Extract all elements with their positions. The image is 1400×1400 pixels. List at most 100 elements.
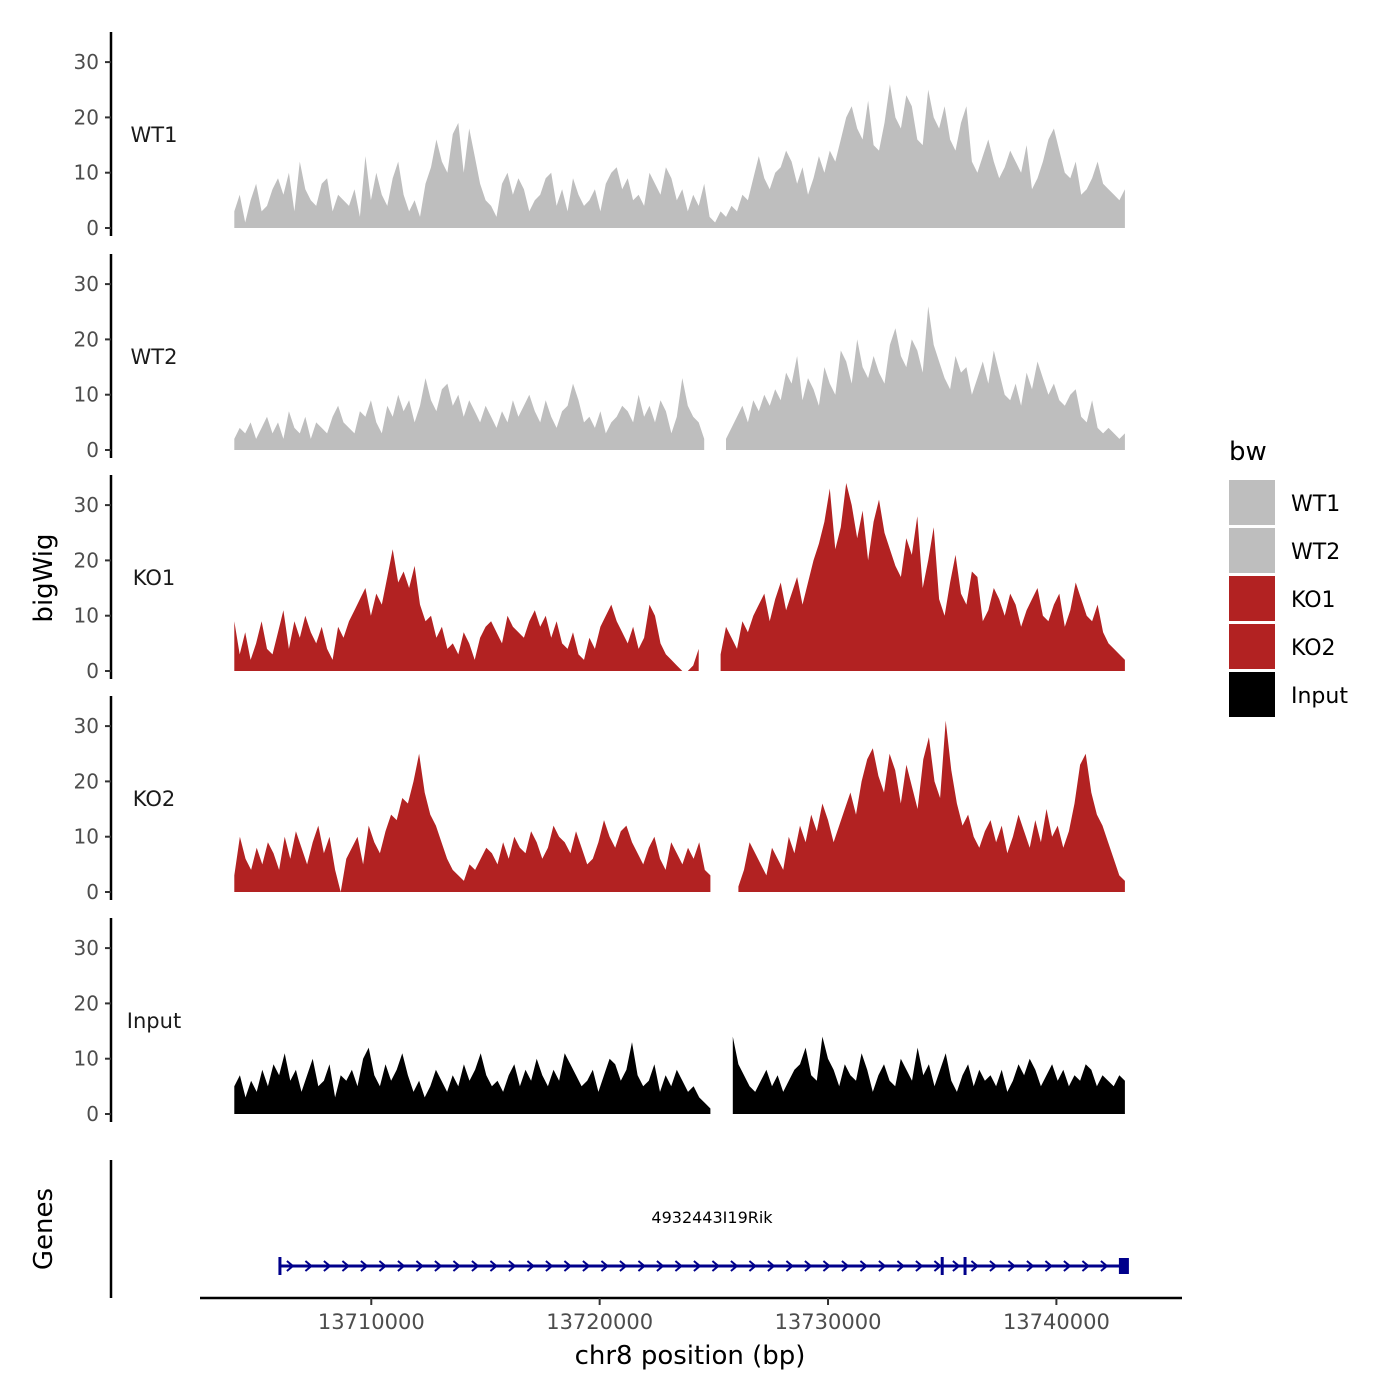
y-tick-label: 10 [74,161,99,185]
track-label-ko1: KO1 [133,566,176,590]
strand-arrow [323,1260,332,1272]
track-label-input: Input [127,1009,181,1033]
coverage-area-input-2 [732,1036,1125,1114]
strand-arrow [637,1260,646,1272]
strand-arrow [674,1260,683,1272]
x-axis: 13710000 13720000 13730000 13740000 [200,1296,1182,1334]
strand-arrow [1081,1260,1090,1272]
y-tick-label: 0 [86,438,99,462]
y-tick-label: 0 [86,880,99,904]
strand-arrow [952,1260,961,1272]
track-panel-ko2: 0 10 20 30 KO2 [74,696,1125,904]
strand-arrow [1007,1260,1016,1272]
strand-arrow [859,1260,868,1272]
strand-arrow [545,1260,554,1272]
legend-label-ko1: KO1 [1291,588,1336,613]
strand-arrow [970,1260,979,1272]
strand-arrow [748,1260,757,1272]
track-panel-input: 0 10 20 30 Input [74,918,1125,1126]
y-tick-label: 30 [74,272,99,296]
strand-arrow [693,1260,702,1272]
strand-arrow [360,1260,369,1272]
track-label-wt2: WT2 [131,345,178,369]
y-tick-label: 30 [74,50,99,74]
coverage-area-ko1-2 [720,483,1125,671]
strand-arrow [878,1260,887,1272]
legend-swatch-wt2 [1229,528,1275,573]
track-panel-wt1: 0 10 20 30 WT1 [74,32,1125,240]
strand-arrow [1044,1260,1053,1272]
gene-track-title: Genes [29,1188,59,1270]
y-tick-label: 20 [74,105,99,129]
strand-arrow [933,1260,942,1272]
gene-end-exon [1118,1258,1129,1274]
x-tick-label: 13740000 [1003,1310,1110,1334]
legend-swatch-wt1 [1229,480,1275,525]
legend-label-ko2: KO2 [1291,636,1336,661]
coverage-area-wt2-2 [726,306,1125,450]
y-tick-label: 10 [74,383,99,407]
legend-swatch-input [1229,672,1275,717]
track-panel-wt2: 0 10 20 30 WT2 [74,254,1125,462]
x-tick-label: 13720000 [546,1310,653,1334]
y-tick-label: 0 [86,659,99,683]
track-label-wt1: WT1 [131,123,178,147]
y-tick-label: 10 [74,604,99,628]
legend: bw WT1 WT2 KO1 KO2 Input [1229,437,1348,717]
coverage-area-input-1 [234,1042,711,1114]
strand-arrow [508,1260,517,1272]
legend-swatch-ko2 [1229,624,1275,669]
coverage-area-wt2-1 [234,378,705,450]
strand-arrow [619,1260,628,1272]
gene-label: 4932443I19Rik [651,1208,773,1227]
strand-arrow [785,1260,794,1272]
strand-arrow [989,1260,998,1272]
strand-arrow [489,1260,498,1272]
y-tick-label: 30 [74,936,99,960]
strand-arrow [415,1260,424,1272]
strand-arrow [841,1260,850,1272]
coverage-panels: 0 10 20 30 WT1 0 10 20 30 WT2 0 10 20 30 KO1 0 10 20 30 KO2… [74,32,1125,1126]
strand-arrow [656,1260,665,1272]
legend-label-wt1: WT1 [1291,492,1340,517]
strand-arrow [378,1260,387,1272]
gene-track: Genes 4932443I19Rik [29,1160,1129,1298]
strand-arrow [822,1260,831,1272]
coverage-area-wt1-1 [234,84,1125,228]
strand-arrow [767,1260,776,1272]
legend-swatch-ko1 [1229,576,1275,621]
legend-title: bw [1229,437,1267,467]
y-tick-label: 20 [74,548,99,572]
strand-arrow [896,1260,905,1272]
legend-label-input: Input [1291,684,1348,709]
x-axis-title: chr8 position (bp) [575,1341,806,1371]
strand-arrow [341,1260,350,1272]
strand-arrow [582,1260,591,1272]
y-tick-label: 30 [74,714,99,738]
y-tick-label: 0 [86,216,99,240]
legend-label-wt2: WT2 [1291,540,1340,565]
strand-arrow [711,1260,720,1272]
strand-arrow [526,1260,535,1272]
strand-arrow [434,1260,443,1272]
strand-arrow [1100,1260,1109,1272]
strand-arrow [730,1260,739,1272]
strand-arrow [286,1260,295,1272]
track-label-ko2: KO2 [133,787,176,811]
coverage-area-ko1-1 [234,549,699,671]
strand-arrow [804,1260,813,1272]
y-axis-title: bigWig [29,533,59,622]
strand-arrow [471,1260,480,1272]
x-tick-label: 13730000 [775,1310,882,1334]
x-tick-label: 13710000 [318,1310,425,1334]
strand-arrow [397,1260,406,1272]
strand-arrow [304,1260,313,1272]
y-tick-label: 30 [74,493,99,517]
strand-arrow [1063,1260,1072,1272]
y-tick-label: 10 [74,825,99,849]
strand-arrow [915,1260,924,1272]
y-tick-label: 20 [74,991,99,1015]
coverage-area-ko2-1 [234,753,711,892]
gene-model [278,1257,1129,1275]
